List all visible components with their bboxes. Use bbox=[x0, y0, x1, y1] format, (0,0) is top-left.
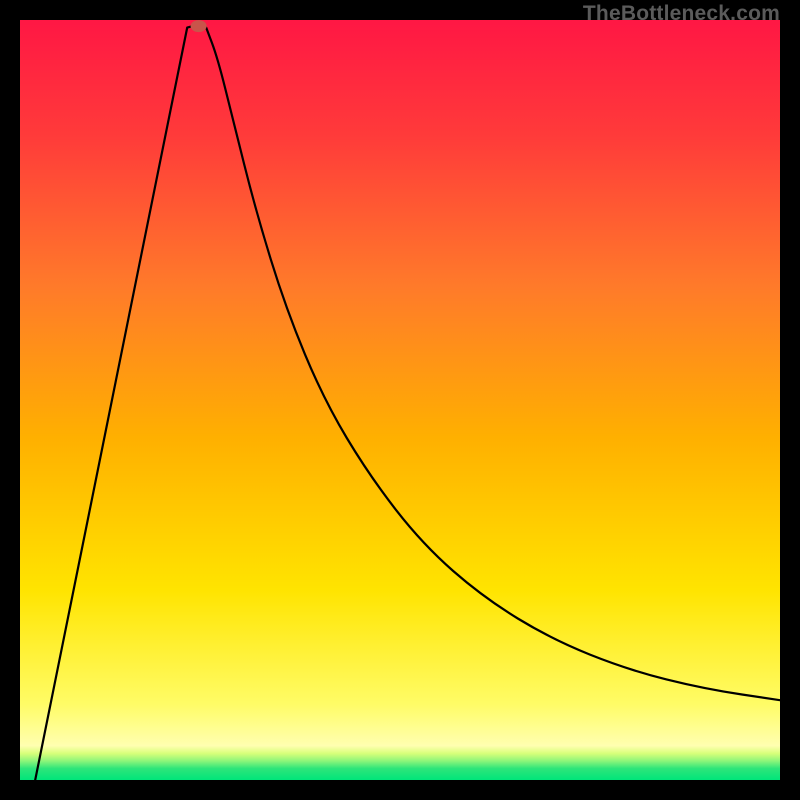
chart-frame: TheBottleneck.com bbox=[0, 0, 800, 800]
minimum-marker bbox=[191, 20, 207, 32]
curve-layer bbox=[20, 20, 780, 780]
bottleneck-curve bbox=[35, 25, 780, 780]
plot-area bbox=[20, 20, 780, 780]
